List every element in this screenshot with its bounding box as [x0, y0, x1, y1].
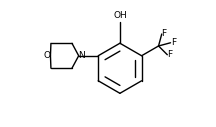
Text: N: N	[78, 51, 84, 60]
Text: F: F	[161, 29, 166, 38]
Text: OH: OH	[113, 11, 127, 20]
Text: O: O	[44, 51, 51, 60]
Text: F: F	[171, 38, 176, 47]
Text: F: F	[167, 50, 172, 59]
